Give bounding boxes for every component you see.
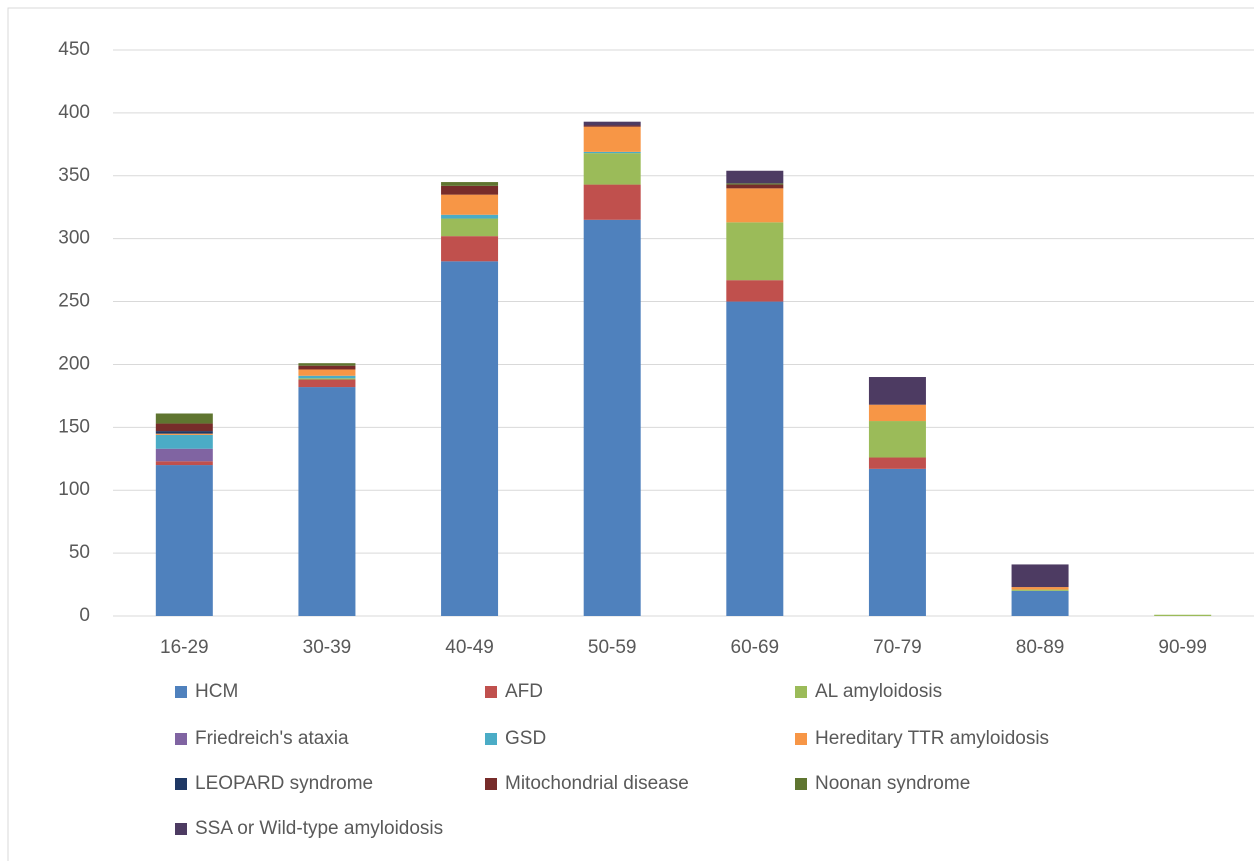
bar-segment: [583, 125, 641, 127]
bar-segment: [583, 219, 641, 617]
bar-segment: [868, 421, 926, 458]
bar-segment: [583, 121, 641, 126]
bar-segment: [1011, 587, 1069, 590]
bar-segment: [726, 301, 784, 616]
bar-segment: [441, 185, 499, 195]
bar-segment: [726, 170, 784, 184]
bar-segment: [726, 188, 784, 223]
bar-segment: [1011, 590, 1069, 616]
y-tick-label: 200: [58, 353, 90, 374]
y-tick-label: 100: [58, 479, 90, 500]
legend-label: SSA or Wild-type amyloidosis: [195, 818, 443, 839]
bar-segment: [583, 151, 641, 154]
bar-segment: [441, 236, 499, 262]
bar-segment: [155, 413, 213, 424]
y-tick-label: 250: [58, 291, 90, 312]
legend-swatch: [485, 778, 497, 790]
legend-label: HCM: [195, 681, 238, 702]
bar-segment: [868, 404, 926, 422]
x-tick-label: 70-79: [873, 637, 922, 658]
y-tick-label: 450: [58, 39, 90, 60]
x-tick-label: 80-89: [1016, 637, 1065, 658]
legend-swatch: [175, 686, 187, 698]
bar-segment: [726, 222, 784, 281]
x-tick-label: 90-99: [1158, 637, 1207, 658]
bar-segment: [441, 182, 499, 186]
legend-swatch: [795, 733, 807, 745]
bar-segment: [1154, 614, 1212, 616]
bar-segment: [441, 261, 499, 616]
bar-segment: [1011, 564, 1069, 588]
legend-swatch: [795, 778, 807, 790]
bar-segment: [1011, 589, 1069, 591]
bar-segment: [441, 214, 499, 219]
legend-label: GSD: [505, 728, 546, 749]
bar-segment: [726, 184, 784, 189]
legend-swatch: [175, 778, 187, 790]
legend-label: AL amyloidosis: [815, 681, 942, 702]
bar-segment: [441, 194, 499, 215]
bar-segment: [726, 183, 784, 185]
bar-segment: [441, 218, 499, 237]
y-tick-label: 150: [58, 416, 90, 437]
bar-segment: [298, 375, 356, 379]
bar-segment: [868, 377, 926, 405]
bar-segment: [583, 126, 641, 152]
legend-label: Friedreich's ataxia: [195, 728, 349, 749]
legend-swatch: [175, 823, 187, 835]
bar-segment: [298, 387, 356, 616]
bar-segment: [868, 457, 926, 469]
bar-segment: [155, 423, 213, 432]
y-tick-label: 50: [69, 542, 90, 563]
legend-label: Mitochondrial disease: [505, 773, 689, 794]
bar-segment: [868, 468, 926, 616]
x-tick-label: 30-39: [303, 637, 352, 658]
x-tick-label: 60-69: [731, 637, 780, 658]
bar-segment: [155, 448, 213, 462]
bar-segment: [155, 431, 213, 434]
bar-segment: [726, 280, 784, 302]
x-tick-label: 40-49: [445, 637, 494, 658]
y-tick-label: 350: [58, 165, 90, 186]
bar-segment: [298, 365, 356, 370]
x-tick-label: 50-59: [588, 637, 637, 658]
legend-label: Hereditary TTR amyloidosis: [815, 728, 1049, 749]
y-tick-label: 400: [58, 102, 90, 123]
bar-segment: [298, 379, 356, 388]
y-tick-label: 300: [58, 228, 90, 249]
bar-segment: [583, 153, 641, 185]
bar-segment: [298, 378, 356, 380]
x-tick-label: 16-29: [160, 637, 209, 658]
legend-swatch: [175, 733, 187, 745]
legend-swatch: [485, 686, 497, 698]
chart-border: [7, 7, 1254, 861]
bar-segment: [298, 363, 356, 366]
legend-swatch: [485, 733, 497, 745]
legend-swatch: [795, 686, 807, 698]
y-tick-label: 0: [79, 605, 90, 626]
bar-segment: [298, 369, 356, 376]
legend-label: AFD: [505, 681, 543, 702]
legend-label: Noonan syndrome: [815, 773, 970, 794]
bar-segment: [583, 184, 641, 220]
bar-segment: [155, 433, 213, 435]
bar-segment: [155, 461, 213, 466]
bar-segment: [155, 434, 213, 449]
bar-segment: [155, 465, 213, 616]
legend-label: LEOPARD syndrome: [195, 773, 373, 794]
